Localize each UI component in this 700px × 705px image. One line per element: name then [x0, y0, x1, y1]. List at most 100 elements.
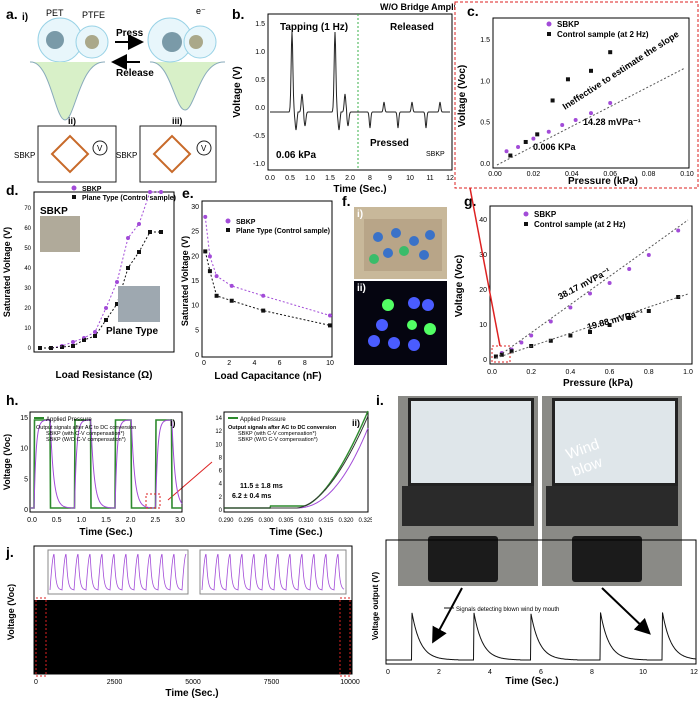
- sbkp-line: [204, 216, 331, 317]
- legend-plane: Plane Type (Control sample): [236, 228, 330, 235]
- data-points: [493, 228, 681, 359]
- sbkp-fit-line: [496, 67, 686, 166]
- y-ticks: 0 5 10 15 20 25 30: [191, 204, 199, 359]
- control-point: [550, 98, 555, 103]
- sbkp-point: [627, 267, 632, 271]
- sbkp-fit-line: [495, 219, 689, 359]
- sbkp-ii-label: SBKP: [14, 151, 35, 160]
- x-ticks: 0 2 4 6 8 10: [202, 360, 334, 367]
- y-tick-label: 10: [20, 446, 28, 453]
- legend-pressure-i: Applied Pressure: [46, 417, 92, 423]
- circuit-iii-box: [139, 125, 217, 183]
- x-axis-label: Time (Sec.): [505, 676, 558, 687]
- plane-point: [159, 230, 163, 234]
- x-tick-label: 0.310: [298, 518, 314, 524]
- sbkp-point: [568, 305, 573, 310]
- plot-frame: [385, 539, 697, 665]
- x-tick-label: 8: [368, 175, 372, 182]
- laptop-screen: [408, 398, 534, 486]
- legend-marker-control: [524, 222, 528, 226]
- y-tick-label: 0: [28, 346, 32, 352]
- control-point: [646, 309, 651, 313]
- inset-plane: Plane Type: [106, 326, 158, 337]
- legend-marker-plane: [226, 228, 230, 232]
- data-points: [203, 214, 332, 328]
- legend-marker-sbkp: [71, 185, 77, 191]
- plot-frame: [201, 200, 333, 358]
- panel-j: j. 0 2500 5000 7500 10000 Time (Sec.) Voltag…: [0, 540, 372, 700]
- ptfe-particle-pressed: [189, 35, 203, 49]
- plot-frame-i: [29, 411, 183, 513]
- legend-marker-sbkp: [523, 211, 529, 217]
- x-tick-label: 12: [446, 175, 454, 182]
- plane-line: [40, 231, 161, 349]
- pressed-label: Pressed: [370, 138, 409, 149]
- x-axis-label: Pressure (kPa): [563, 378, 633, 389]
- slope-label: 14.28 mVPa⁻¹: [583, 117, 641, 127]
- sub-ii: ii): [68, 116, 76, 126]
- bridge-ii: [50, 134, 90, 174]
- panel-h-label: h.: [6, 392, 19, 408]
- inset-sbkp: SBKP: [40, 206, 68, 217]
- x-tick-label: 0.5: [285, 175, 295, 182]
- v-ii-label: V: [97, 144, 103, 153]
- sbkp-point: [589, 111, 593, 116]
- x-tick-label: 0.0: [27, 517, 37, 524]
- y-tick-label: 6: [219, 469, 223, 475]
- legend-sbkp: SBKP: [236, 219, 256, 226]
- x-axis-label: Load Capacitance (nF): [214, 371, 321, 382]
- x-tick-label: 8: [303, 360, 307, 367]
- laptop-keyboard: [546, 486, 678, 526]
- sbkp-point: [504, 149, 509, 154]
- legend-wind: Signals detecting blown wind by mouth: [456, 607, 559, 613]
- y-tick-label: 40: [479, 217, 487, 224]
- x-tick-label: 0.6: [605, 369, 615, 376]
- panel-f-label: f.: [342, 193, 351, 209]
- plane-line: [204, 251, 331, 326]
- plane-point: [261, 308, 266, 313]
- sub-i: i): [170, 418, 176, 428]
- device: [572, 536, 642, 582]
- y-ticks: 0 10 20 30 40 50 60 70: [24, 206, 31, 352]
- legend-without-i: SBKP (W/O C-V compensation*): [46, 437, 126, 443]
- panel-b-chart: 0.0 0.5 1.0 1.5 2.0 8 9 10 11 12 -1.0 -0.5 0.0 0.5 1.…: [232, 2, 471, 195]
- y-tick-label: 1.5: [255, 21, 265, 28]
- x-tick-label: 1.0: [305, 175, 315, 182]
- legend-sbkp: SBKP: [426, 151, 445, 158]
- y-axis-label: Saturated Voltage (V): [180, 236, 190, 326]
- x-tick-label: 0: [202, 360, 206, 367]
- x-tick-label: 8: [590, 669, 594, 676]
- connector-h: [167, 461, 213, 501]
- wind-signal: [386, 612, 696, 661]
- y-tick-label: 40: [24, 266, 31, 272]
- y-axis-label: Voltage (Voc): [6, 584, 16, 640]
- sbkp-iii-label: SBKP: [116, 151, 137, 160]
- panel-d-label: d.: [6, 182, 19, 198]
- data-points: [504, 50, 613, 158]
- sbkp-point: [676, 228, 681, 233]
- photo-before: [398, 396, 538, 586]
- y-tick-label: 1.0: [255, 49, 265, 56]
- circuit-ii-box: [37, 125, 117, 183]
- y-tick-label: 0.0: [480, 161, 490, 168]
- x-tick-label: 1.0: [76, 517, 86, 524]
- control-point: [523, 139, 528, 144]
- x-tick-label: 0.0: [265, 175, 275, 182]
- x-tick-label: 10: [326, 360, 334, 367]
- x-tick-label: 0.4: [566, 369, 576, 376]
- x-tick-label: 0.06: [603, 171, 617, 178]
- control-point: [608, 50, 613, 55]
- legend-control: Control sample (at 2 Hz): [534, 220, 626, 229]
- y-tick-label: 15: [191, 278, 199, 285]
- control-point: [499, 352, 504, 357]
- sbkp-waveform: [270, 31, 450, 131]
- y-tick-label: 1.5: [480, 37, 490, 44]
- y-tick-label: 0: [195, 352, 199, 359]
- x-axis-label: Pressure (kPa): [568, 176, 638, 187]
- y-tick-label: 0.0: [255, 105, 265, 112]
- x-tick-label: 0.8: [644, 369, 654, 376]
- y-tick-label: 5: [195, 327, 199, 334]
- legend-with-ii: SBKP (with C-V compensation*): [238, 431, 317, 437]
